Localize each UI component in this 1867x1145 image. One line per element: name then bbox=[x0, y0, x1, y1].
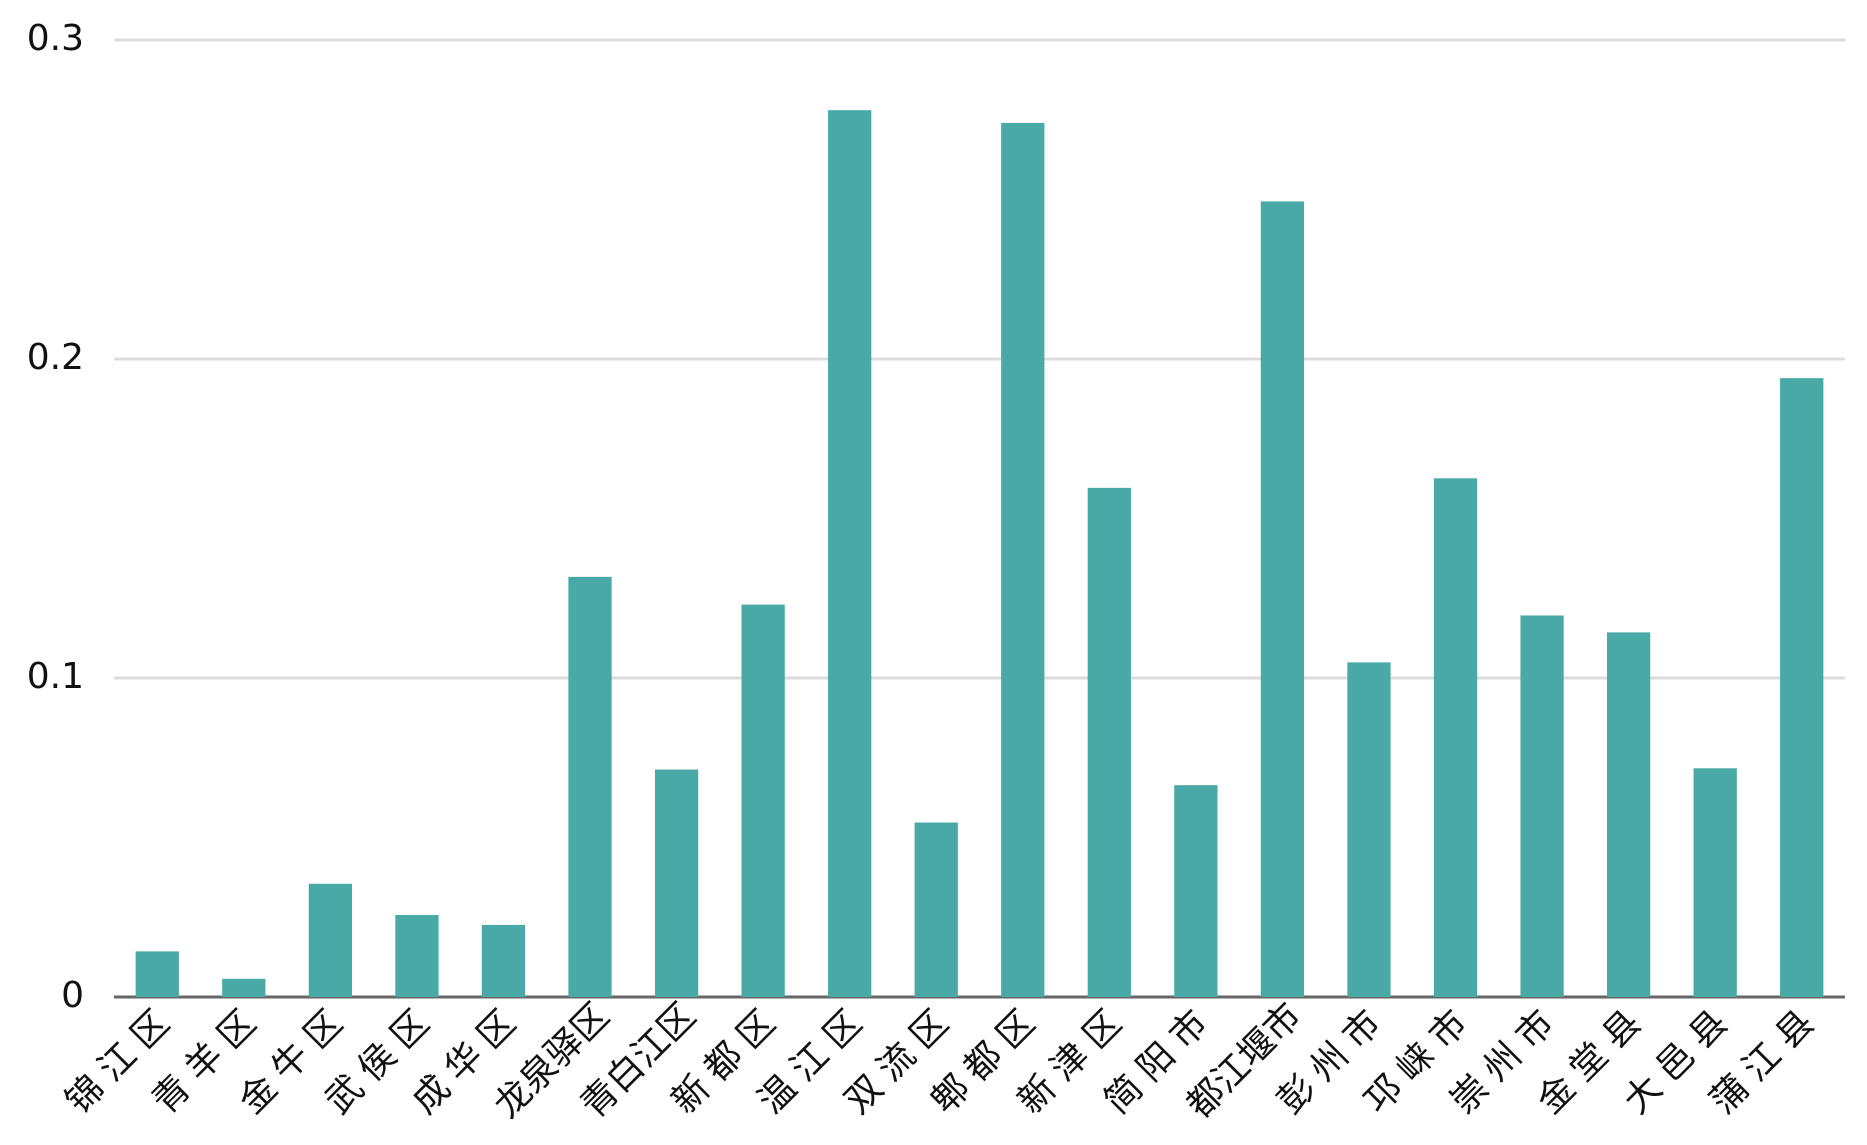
bar bbox=[1347, 662, 1391, 997]
y-tick-label: 0.1 bbox=[27, 656, 84, 697]
bar bbox=[1520, 615, 1564, 997]
bar bbox=[308, 883, 353, 997]
bar bbox=[395, 915, 439, 997]
bar bbox=[1433, 478, 1478, 997]
bar bbox=[654, 769, 699, 997]
bar bbox=[1001, 122, 1045, 997]
bar bbox=[1606, 632, 1651, 997]
y-tick-label: 0 bbox=[61, 975, 84, 1016]
y-tick-label: 0.3 bbox=[27, 18, 84, 59]
bar bbox=[1087, 487, 1131, 997]
bar bbox=[828, 110, 872, 998]
bar bbox=[1780, 378, 1824, 997]
bar bbox=[741, 604, 785, 997]
bar bbox=[222, 978, 266, 997]
bar bbox=[1174, 785, 1218, 997]
bar bbox=[1693, 768, 1737, 997]
bar bbox=[135, 951, 179, 997]
bar bbox=[1260, 201, 1305, 997]
bar bbox=[481, 924, 526, 997]
bar bbox=[914, 822, 958, 997]
bar bbox=[568, 576, 612, 997]
y-tick-label: 0.2 bbox=[27, 337, 84, 378]
